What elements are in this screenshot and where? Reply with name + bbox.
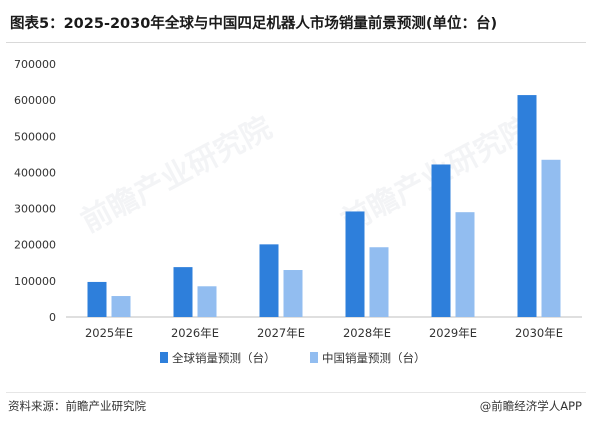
bar-china bbox=[111, 296, 131, 317]
bar-china bbox=[283, 270, 303, 317]
legend-swatch bbox=[310, 352, 318, 363]
x-tick-label: 2030年E bbox=[515, 326, 563, 340]
x-tick-label: 2029年E bbox=[429, 326, 477, 340]
y-tick-label: 100000 bbox=[14, 275, 56, 288]
bar-global bbox=[87, 281, 107, 317]
y-tick-label: 500000 bbox=[14, 130, 56, 143]
bar-chart: 0 100000 200000 300000 400000 500000 600000 700… bbox=[14, 58, 582, 365]
legend-label: 中国销量预测（台） bbox=[322, 351, 426, 365]
y-tick-label: 0 bbox=[49, 311, 56, 324]
bar-global bbox=[345, 211, 365, 317]
brand-credit: @前瞻经济学人APP bbox=[479, 399, 582, 413]
bar-global bbox=[517, 95, 537, 317]
title-divider bbox=[6, 42, 586, 43]
bar-global bbox=[259, 244, 279, 317]
bar-china bbox=[541, 159, 561, 317]
y-tick-label: 300000 bbox=[14, 203, 56, 216]
bar-global bbox=[431, 164, 451, 317]
x-tick-label: 2026年E bbox=[171, 326, 219, 340]
bar-global bbox=[173, 267, 193, 317]
x-tick-label: 2028年E bbox=[343, 326, 391, 340]
legend-swatch bbox=[160, 352, 168, 363]
bar-china bbox=[455, 212, 475, 317]
chart-title: 图表5：2025-2030年全球与中国四足机器人市场销量前景预测(单位：台) bbox=[10, 16, 498, 32]
y-tick-label: 700000 bbox=[14, 58, 56, 71]
x-tick-label: 2027年E bbox=[257, 326, 305, 340]
y-tick-label: 200000 bbox=[14, 239, 56, 252]
bar-china bbox=[197, 286, 217, 317]
source-note: 资料来源：前瞻产业研究院 bbox=[8, 399, 146, 413]
y-tick-label: 400000 bbox=[14, 166, 56, 179]
bar-china bbox=[369, 247, 389, 317]
x-tick-label: 2025年E bbox=[85, 326, 133, 340]
footer-divider bbox=[6, 392, 586, 393]
legend-label: 全球销量预测（台） bbox=[172, 351, 276, 365]
y-tick-label: 600000 bbox=[14, 94, 56, 107]
